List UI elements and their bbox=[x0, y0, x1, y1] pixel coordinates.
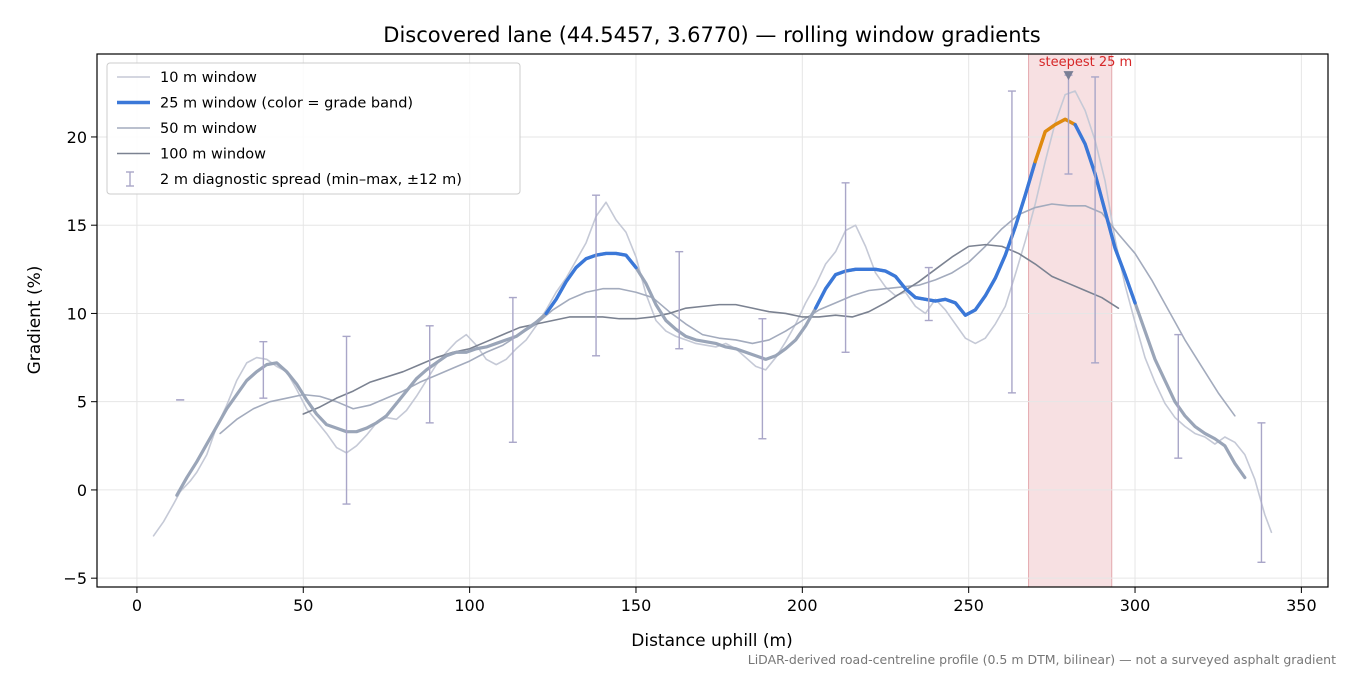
x-tick-label: 300 bbox=[1120, 596, 1151, 615]
grade-band-segment bbox=[813, 159, 1037, 317]
series-line-2 bbox=[219, 203, 1236, 435]
series-line-0 bbox=[152, 90, 1273, 537]
steepest-marker-group: steepest 25 m bbox=[1039, 55, 1132, 81]
y-tick-label: 10 bbox=[67, 304, 87, 323]
legend-label-1: 25 m window (color = grade band) bbox=[160, 96, 413, 112]
x-tick-label: 50 bbox=[293, 596, 313, 615]
x-tick-label: 200 bbox=[787, 596, 818, 615]
series-line-3 bbox=[302, 243, 1120, 415]
legend-label-3: 100 m window bbox=[160, 147, 266, 163]
legend-label-2: 50 m window bbox=[160, 121, 257, 137]
x-tick-label: 350 bbox=[1286, 596, 1317, 615]
steepest-label: steepest 25 m bbox=[1039, 55, 1132, 70]
y-tick-label: 0 bbox=[77, 481, 87, 500]
steepest-band bbox=[1028, 53, 1113, 588]
y-tick-label: 20 bbox=[67, 128, 87, 147]
x-tick-label: 150 bbox=[621, 596, 652, 615]
legend-label-0: 10 m window bbox=[160, 70, 257, 86]
x-tick-label: 100 bbox=[454, 596, 485, 615]
x-tick-label: 0 bbox=[132, 596, 142, 615]
x-axis-label: Distance uphill (m) bbox=[631, 631, 792, 651]
grade-band-segment bbox=[544, 251, 638, 316]
legend-box bbox=[106, 62, 521, 195]
y-axis-label: Gradient (%) bbox=[25, 266, 45, 375]
grade-band-segment bbox=[1073, 122, 1137, 305]
plot-frame bbox=[96, 53, 1329, 588]
legend: 10 m window 25 m window (color = grade ba… bbox=[106, 62, 521, 195]
footnote: LiDAR-derived road-centreline profile (0… bbox=[748, 652, 1336, 667]
chart-title: Discovered lane (44.5457, 3.6770) — roll… bbox=[383, 23, 1040, 47]
diagnostic-spread-bars bbox=[176, 74, 1266, 563]
steepest-section-highlight bbox=[1028, 53, 1113, 588]
series-lines bbox=[152, 90, 1273, 537]
axis-ticks: 0 50 100 150 200 250 300 350 −5 0 5 10 15 20 bbox=[63, 128, 1316, 615]
y-tick-label: 5 bbox=[77, 393, 87, 412]
x-tick-label: 250 bbox=[953, 596, 984, 615]
y-tick-label: 15 bbox=[67, 216, 87, 235]
y-tick-label: −5 bbox=[63, 569, 87, 588]
steepest-marker bbox=[1063, 71, 1074, 81]
legend-label-spread: 2 m diagnostic spread (min–max, ±12 m) bbox=[160, 172, 462, 188]
